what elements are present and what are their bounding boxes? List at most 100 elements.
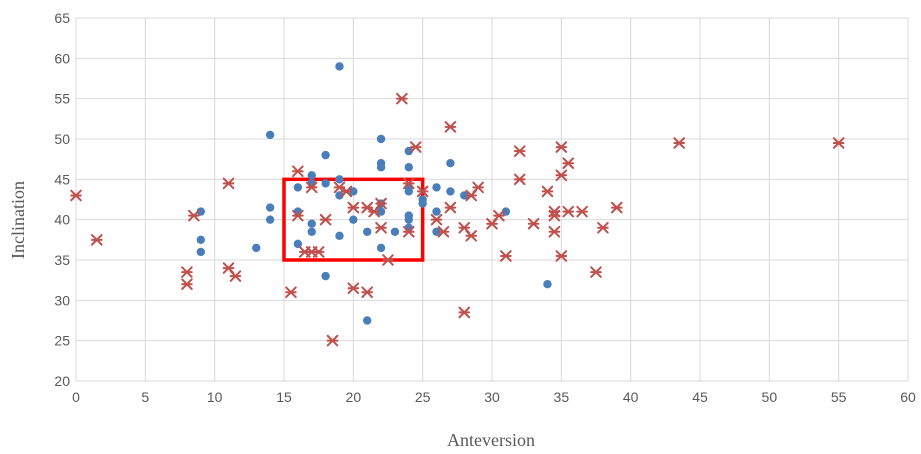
star-data-point — [597, 221, 609, 234]
star-data-point — [312, 246, 325, 258]
y-tick-label: 40 — [54, 212, 70, 228]
circle-data-point — [376, 207, 386, 216]
star-data-point — [458, 306, 471, 319]
star-data-point — [472, 181, 484, 194]
circle-data-point — [432, 183, 441, 192]
star-data-point — [562, 157, 575, 169]
star-data-point — [285, 286, 297, 299]
circle-data-point — [501, 207, 511, 216]
star-data-point — [513, 173, 526, 186]
x-tick-label: 55 — [831, 389, 847, 405]
circle-data-point — [335, 175, 344, 184]
circle-data-point — [335, 191, 344, 200]
circle-data-point — [404, 215, 413, 224]
circle-data-point — [293, 239, 303, 249]
star-data-point — [229, 270, 242, 282]
y-axis-title: Inclination — [8, 181, 28, 259]
star-data-point — [382, 254, 394, 266]
star-data-point — [430, 213, 443, 226]
x-tick-label: 50 — [762, 389, 778, 405]
circle-data-point — [418, 199, 427, 208]
star-data-point — [437, 225, 450, 238]
star-data-point — [91, 234, 103, 246]
y-tick-label: 30 — [54, 292, 70, 308]
data-points — [70, 62, 845, 347]
x-tick-label: 5 — [141, 389, 149, 405]
y-tick-label: 20 — [54, 373, 70, 389]
star-data-point — [611, 201, 623, 214]
circle-data-point — [321, 179, 330, 188]
x-tick-label: 15 — [276, 389, 292, 405]
star-data-point — [465, 230, 477, 242]
circle-data-point — [390, 227, 400, 236]
star-data-point — [513, 145, 526, 157]
circle-data-point — [196, 235, 205, 245]
y-tick-label: 25 — [54, 333, 70, 349]
star-data-point — [500, 250, 512, 262]
y-tick-label: 65 — [54, 10, 70, 26]
circle-data-point — [404, 146, 413, 156]
star-data-point — [347, 282, 360, 295]
star-data-point — [319, 213, 332, 226]
star-data-point — [444, 121, 457, 133]
circle-data-point — [432, 227, 441, 236]
circle-data-point — [404, 187, 413, 196]
star-data-point — [292, 209, 304, 222]
circle-data-point — [321, 150, 330, 160]
circle-data-point — [460, 191, 469, 200]
star-data-point — [347, 201, 360, 214]
star-data-point — [396, 92, 408, 105]
gridlines — [75, 17, 909, 382]
circle-data-point — [349, 187, 358, 196]
x-tick-label: 0 — [72, 389, 80, 405]
circle-data-point — [307, 227, 316, 236]
star-data-point — [541, 185, 554, 198]
circle-data-point — [446, 187, 455, 196]
x-tick-label: 30 — [484, 389, 500, 405]
star-data-point — [375, 197, 387, 210]
star-data-point — [562, 205, 575, 218]
circle-data-point — [404, 163, 413, 172]
y-tick-label: 35 — [54, 252, 70, 268]
x-tick-label: 25 — [415, 389, 431, 405]
x-tick-label: 10 — [207, 389, 223, 405]
circle-data-point — [446, 159, 455, 168]
star-data-point — [555, 169, 568, 182]
y-tick-label: 50 — [54, 131, 70, 147]
circle-data-point — [363, 227, 372, 236]
star-data-point — [590, 266, 602, 278]
circle-data-point — [307, 219, 316, 228]
star-data-point — [493, 209, 505, 222]
circle-data-point — [252, 243, 261, 253]
y-tick-label: 60 — [54, 50, 70, 66]
star-data-point — [70, 189, 82, 202]
circle-data-point — [321, 271, 330, 281]
star-data-point — [673, 137, 685, 149]
star-data-point — [548, 225, 561, 238]
highlight-region-box — [282, 177, 425, 262]
star-data-point — [416, 185, 429, 198]
circle-data-point — [196, 207, 205, 216]
x-tick-label: 60 — [900, 389, 916, 405]
star-data-point — [527, 217, 540, 230]
star-data-point — [326, 334, 339, 347]
circle-data-point — [307, 171, 316, 180]
star-data-point — [832, 137, 845, 149]
star-data-point — [444, 201, 457, 214]
x-tick-label: 35 — [554, 389, 570, 405]
circle-data-point — [543, 280, 552, 289]
circle-data-point — [265, 130, 275, 140]
circle-data-point — [196, 247, 205, 257]
star-data-point — [305, 181, 318, 194]
x-axis-title: Anteversion — [447, 430, 535, 450]
y-tick-label: 55 — [54, 91, 70, 107]
x-tick-label: 40 — [623, 389, 639, 405]
circle-data-point — [432, 207, 441, 216]
circle-data-point — [376, 243, 386, 253]
star-data-point — [555, 250, 568, 262]
star-data-point — [548, 209, 561, 222]
star-data-point — [181, 266, 193, 278]
star-data-point — [292, 165, 304, 178]
x-tick-label: 45 — [692, 389, 708, 405]
circle-data-point — [363, 316, 372, 325]
